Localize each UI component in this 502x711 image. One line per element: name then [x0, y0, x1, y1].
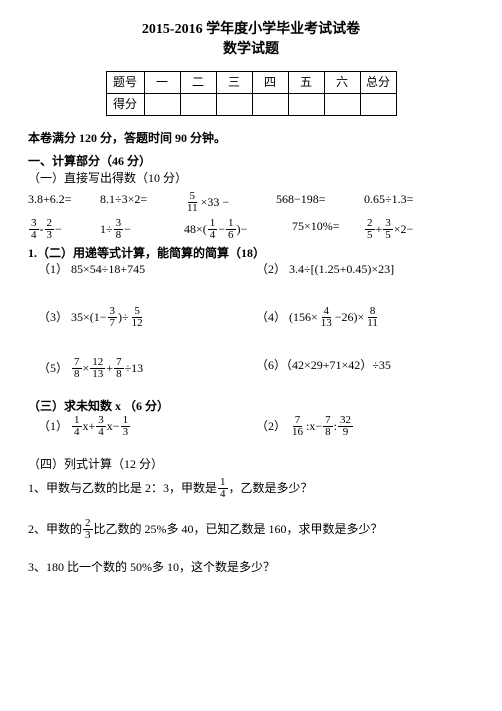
full-mark-line: 本卷满分 120 分，答题时间 90 分钟。 [28, 130, 474, 147]
q3: （3） 35×(1−37)÷512 [38, 306, 256, 329]
score-cell [252, 94, 288, 116]
part-1-head: （一）直接写出得数（10 分） [28, 170, 474, 187]
q1: （1） 85×54÷18+745 [38, 261, 256, 278]
expr: 1÷38− [100, 218, 184, 241]
page-title: 2015-2016 学年度小学毕业考试试卷 [28, 20, 474, 40]
eq1: （1） 14x+34x−13 [38, 415, 256, 438]
score-cell [216, 94, 252, 116]
expr: 48×(14−16)− [184, 218, 292, 241]
q6: （6）（42×29+71×42）÷35 [256, 357, 474, 380]
col-head: 五 [288, 72, 324, 94]
word-q2: 2、甲数的23比乙数的 25%多 40，已知乙数是 160，求甲数是多少？ [28, 518, 474, 541]
score-cell [324, 94, 360, 116]
q-pair: （3） 35×(1−37)÷512 （4） (156×413−26)×811 [28, 306, 474, 329]
col-head: 二 [180, 72, 216, 94]
score-table: 题号 一 二 三 四 五 六 总分 得分 [106, 71, 397, 116]
section-3-head: （三）求未知数 x （6 分） [28, 398, 474, 415]
word-q1: 1、甲数与乙数的比是 2：3，甲数是14，乙数是多少？ [28, 477, 474, 500]
score-cell [180, 94, 216, 116]
calc-row-1: 3.8+6.2= 8.1÷3×2= 511×33 − 568−198= 0.65… [28, 191, 474, 214]
q4: （4） (156×413−26)×811 [256, 306, 474, 329]
eq2: （2） 716:x−78:329 [256, 415, 474, 438]
section-1-head: 一、计算部分（46 分） [28, 153, 474, 170]
score-cell [144, 94, 180, 116]
calc-row-2: 34-23− 1÷38− 48×(14−16)− 75×10%= 25+35×2… [28, 218, 474, 241]
expr: 25+35×2− [364, 218, 413, 241]
col-head: 总分 [360, 72, 396, 94]
expr: 0.65÷1.3= [364, 191, 413, 208]
col-head: 一 [144, 72, 180, 94]
expr: 8.1÷3×2= [100, 191, 184, 208]
section-4-head: （四）列式计算（12 分） [28, 456, 474, 473]
score-cell [288, 94, 324, 116]
expr: 75×10%= [292, 218, 364, 235]
expr: 34-23− [28, 218, 100, 241]
score-cell [360, 94, 396, 116]
row-label: 得分 [106, 94, 144, 116]
q-pair: （1） 85×54÷18+745 （2） 3.4÷[(1.25+0.45)×23… [28, 261, 474, 278]
expr: 511×33 − [184, 191, 276, 214]
table-row: 题号 一 二 三 四 五 六 总分 [106, 72, 396, 94]
part-2-head: 1.（二）用递等式计算，能简算的简算（18） [28, 245, 474, 262]
expr: 568−198= [276, 191, 364, 208]
col-head: 六 [324, 72, 360, 94]
expr: 3.8+6.2= [28, 191, 100, 208]
table-row: 得分 [106, 94, 396, 116]
q-pair: （5） 78×1213+78÷13 （6）（42×29+71×42）÷35 [28, 357, 474, 380]
q2: （2） 3.4÷[(1.25+0.45)×23] [256, 261, 474, 278]
col-head: 三 [216, 72, 252, 94]
page-subtitle: 数学试题 [28, 40, 474, 60]
col-head: 四 [252, 72, 288, 94]
q-pair: （1） 14x+34x−13 （2） 716:x−78:329 [28, 415, 474, 438]
word-q3: 3、180 比一个数的 50%多 10，这个数是多少？ [28, 559, 474, 576]
q5: （5） 78×1213+78÷13 [38, 357, 256, 380]
row-label: 题号 [106, 72, 144, 94]
